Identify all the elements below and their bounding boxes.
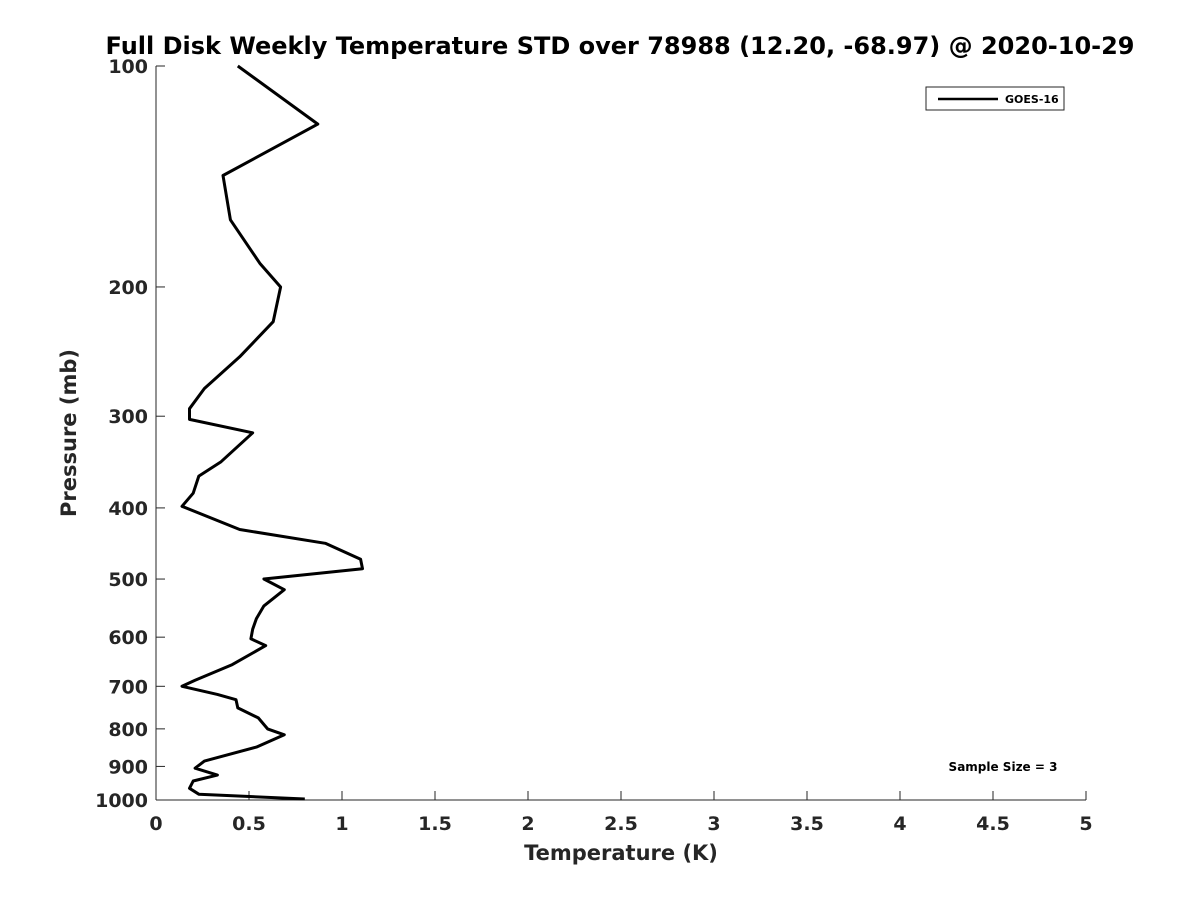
y-tick-label: 600 xyxy=(108,627,148,649)
sample-size-annotation: Sample Size = 3 xyxy=(949,760,1058,774)
x-tick-label: 5 xyxy=(1079,813,1092,835)
y-axis-ticks: 100 200 300 400 500 600 700 800 900 1000 xyxy=(95,56,165,812)
x-tick-label: 0 xyxy=(149,813,162,835)
x-tick-label: 3 xyxy=(707,813,720,835)
x-tick-label: 4 xyxy=(893,813,906,835)
x-tick-label: 3.5 xyxy=(790,813,824,835)
x-tick-label: 4.5 xyxy=(976,813,1010,835)
legend: GOES-16 xyxy=(925,86,1065,111)
y-tick-label: 900 xyxy=(108,756,148,778)
x-tick-label: 2 xyxy=(521,813,534,835)
y-tick-label: 200 xyxy=(108,277,148,299)
y-tick-label: 500 xyxy=(108,569,148,591)
y-tick-label: 1000 xyxy=(95,790,148,812)
y-axis-label: Pressure (mb) xyxy=(57,349,81,517)
y-tick-label: 800 xyxy=(108,719,148,741)
x-tick-label: 1 xyxy=(335,813,348,835)
y-tick-label: 700 xyxy=(108,676,148,698)
x-tick-label: 2.5 xyxy=(604,813,638,835)
y-tick-label: 300 xyxy=(108,406,148,428)
x-axis-ticks: 0 0.5 1 1.5 2 2.5 3 3.5 4 4.5 5 xyxy=(149,791,1093,835)
chart-title: Full Disk Weekly Temperature STD over 78… xyxy=(106,32,1135,60)
x-tick-label: 1.5 xyxy=(418,813,452,835)
x-tick-label: 0.5 xyxy=(232,813,266,835)
legend-label-goes-16: GOES-16 xyxy=(1005,93,1059,106)
y-tick-label: 400 xyxy=(108,498,148,520)
y-tick-label: 100 xyxy=(108,56,148,78)
series-layer xyxy=(180,64,364,801)
plot-area xyxy=(155,66,1086,801)
series-line-goes-16 xyxy=(180,64,364,801)
x-axis-label: Temperature (K) xyxy=(524,841,718,865)
